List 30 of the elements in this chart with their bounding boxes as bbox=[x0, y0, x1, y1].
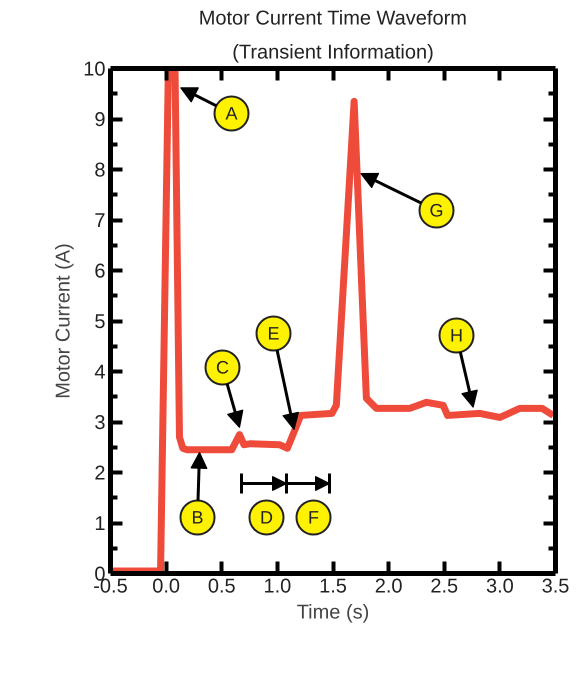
chart-title: Motor Current Time Waveform bbox=[198, 8, 467, 30]
y-tick-label: 5 bbox=[94, 311, 106, 333]
y-tick-label: 10 bbox=[83, 58, 106, 80]
annotation: G bbox=[430, 200, 444, 220]
x-tick-label: 1.0 bbox=[263, 576, 292, 598]
y-tick-label: 7 bbox=[94, 210, 106, 232]
annotation: D bbox=[260, 508, 273, 528]
x-tick-label: 2.5 bbox=[430, 576, 458, 598]
y-axis-title: Motor Current (A) bbox=[52, 243, 74, 399]
x-tick-label: 0.5 bbox=[208, 576, 236, 598]
annotation: B bbox=[191, 508, 204, 528]
y-tick-label: 1 bbox=[94, 513, 106, 535]
annotation: A bbox=[225, 104, 238, 124]
annotation: C bbox=[216, 358, 229, 378]
y-tick-label: 6 bbox=[94, 260, 106, 282]
x-tick-label: 2.0 bbox=[374, 576, 403, 598]
annotation: H bbox=[450, 326, 463, 346]
y-tick-label: 3 bbox=[94, 412, 106, 434]
chart-subtitle: (Transient Information) bbox=[232, 42, 434, 64]
annotation: E bbox=[267, 324, 280, 344]
x-axis-title: Time (s) bbox=[296, 602, 370, 624]
y-tick-label: 9 bbox=[94, 109, 106, 131]
x-tick-label: 3.0 bbox=[486, 576, 514, 598]
annotation: F bbox=[308, 508, 319, 528]
y-tick-label: 4 bbox=[94, 362, 106, 384]
x-tick-label: 0.0 bbox=[152, 576, 180, 598]
x-tick-label: 3.5 bbox=[542, 576, 570, 598]
x-tick-label: 1.5 bbox=[319, 576, 347, 598]
y-tick-label: 8 bbox=[94, 160, 106, 182]
y-tick-label: 2 bbox=[94, 462, 106, 484]
